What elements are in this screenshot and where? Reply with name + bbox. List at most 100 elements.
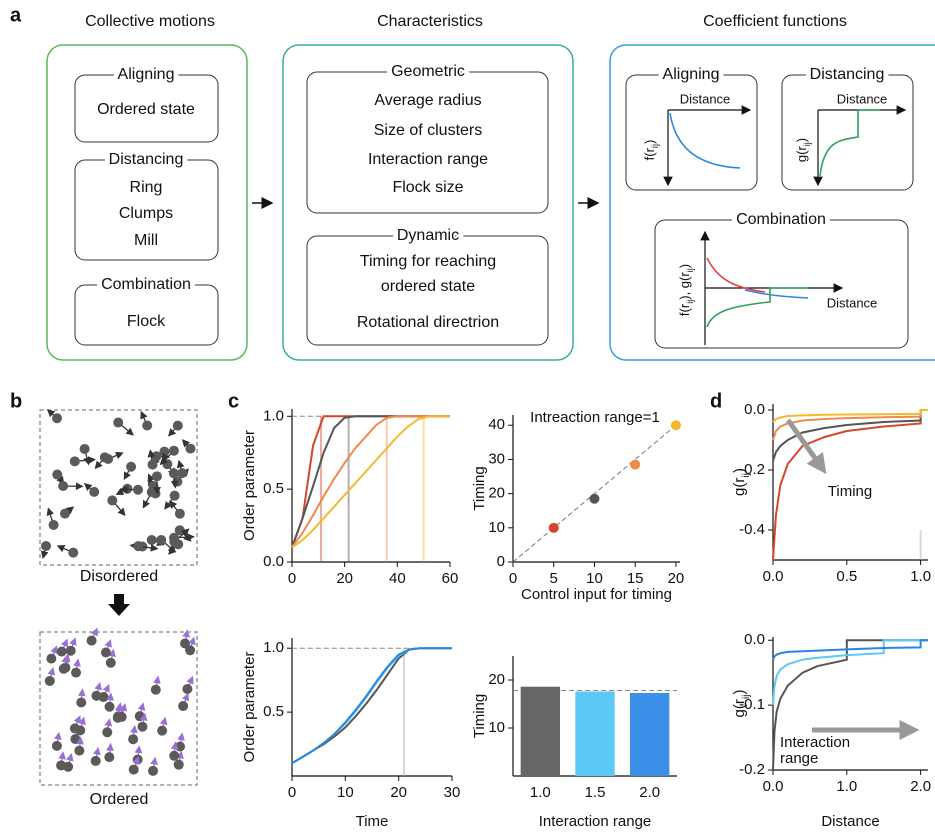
particle xyxy=(178,701,189,712)
series-line xyxy=(772,409,928,423)
column-title: Characteristics xyxy=(377,13,483,30)
group-box xyxy=(654,219,909,349)
series-line xyxy=(291,647,452,765)
x-tick-label: 2.0 xyxy=(910,778,931,795)
panel-label: d xyxy=(710,390,722,412)
y-axis-label: Order parameter xyxy=(241,430,258,541)
reference-line xyxy=(512,424,677,563)
mini-xlabel: Distance xyxy=(680,91,731,106)
subscript: ij xyxy=(685,268,695,272)
y-tick-label: 10 xyxy=(488,519,505,536)
particle xyxy=(58,663,69,674)
particle xyxy=(102,727,113,738)
column-boxes xyxy=(46,44,935,361)
particle xyxy=(156,534,167,545)
x-tick-label: 0 xyxy=(288,570,296,587)
y-axis-label: Order parameter xyxy=(241,652,258,763)
mini-ylabel: f(rij), g(rij) xyxy=(677,264,695,316)
label-part: ), g(r xyxy=(677,272,692,300)
particle xyxy=(58,481,69,492)
particle xyxy=(174,508,185,519)
y-tick-label: 0.5 xyxy=(263,480,284,497)
particle xyxy=(185,443,196,454)
particle xyxy=(100,647,111,658)
particle xyxy=(104,701,115,712)
point xyxy=(670,420,681,431)
column-title: Collective motions xyxy=(85,13,215,30)
x-tick-label: 60 xyxy=(442,570,459,587)
particle xyxy=(52,413,63,424)
particles xyxy=(40,409,196,776)
subscript: ij xyxy=(740,473,752,478)
particle xyxy=(105,657,116,668)
group-box xyxy=(74,159,219,261)
mini-curve xyxy=(819,109,880,177)
y-tick-label: 20 xyxy=(488,671,505,688)
particle xyxy=(128,734,139,745)
group-box xyxy=(306,235,549,346)
y-tick-label: 40 xyxy=(488,416,505,433)
annotation: Timing xyxy=(828,483,872,500)
x-tick-label: 20 xyxy=(336,570,353,587)
label-part: ) xyxy=(794,138,809,142)
group-title: Aligning xyxy=(118,66,175,83)
x-axis-label: Control input for timing xyxy=(521,586,672,603)
column-title: Coefficient functions xyxy=(703,13,847,30)
series-line xyxy=(291,415,450,549)
x-tick-label: 0.5 xyxy=(836,568,857,585)
y-tick-label: 0.0 xyxy=(263,553,284,570)
item: Average radius xyxy=(374,92,481,109)
y-tick-label: 20 xyxy=(488,485,505,502)
box xyxy=(46,44,248,361)
particle xyxy=(91,690,102,701)
y-tick-label: 10 xyxy=(488,719,505,736)
particle xyxy=(132,484,143,495)
x-tick-label: 2.0 xyxy=(639,784,660,801)
y-tick-label: 0 xyxy=(497,553,505,570)
particle xyxy=(137,721,148,732)
bar xyxy=(575,691,615,776)
x-axis-label: Distance xyxy=(821,813,879,830)
group-box xyxy=(625,74,758,191)
item: Timing for reaching xyxy=(360,253,496,270)
item: ordered state xyxy=(381,278,475,295)
bar xyxy=(629,692,670,776)
particle xyxy=(173,759,184,770)
x-tick-label: 1.0 xyxy=(910,568,931,585)
particle xyxy=(177,468,188,479)
particle xyxy=(56,760,67,771)
particle xyxy=(157,725,168,736)
particle xyxy=(169,750,180,761)
point xyxy=(548,522,559,533)
particle xyxy=(174,741,185,752)
particle xyxy=(126,461,137,472)
group-title: Distancing xyxy=(810,66,885,83)
particle xyxy=(70,734,81,745)
x-tick-label: 15 xyxy=(627,570,644,587)
particle xyxy=(185,645,196,656)
x-tick-label: 1.0 xyxy=(836,778,857,795)
group-box xyxy=(781,74,914,191)
particle xyxy=(169,490,180,501)
series-line xyxy=(291,415,450,549)
x-tick-label: 1.5 xyxy=(585,784,606,801)
item: Clumps xyxy=(119,205,173,222)
particle xyxy=(89,486,100,497)
annotation: Interaction xyxy=(780,734,850,751)
series-line xyxy=(291,647,452,765)
item: Flock size xyxy=(392,179,463,196)
item: Interaction range xyxy=(368,151,488,168)
particle xyxy=(147,459,158,470)
point xyxy=(589,493,600,504)
label-part: f(r xyxy=(642,147,657,160)
x-tick-label: 30 xyxy=(444,784,461,801)
particle xyxy=(107,495,118,506)
mini-plots xyxy=(663,105,907,345)
particle xyxy=(99,452,110,463)
panel-a-texts: Aligning Ordered state Distancing Ring C… xyxy=(96,58,889,331)
bar xyxy=(520,686,561,776)
group-title: Geometric xyxy=(391,63,465,80)
y-axis-label: g(rij) xyxy=(731,468,752,496)
group-title: Combination xyxy=(101,276,191,293)
particle xyxy=(74,745,85,756)
